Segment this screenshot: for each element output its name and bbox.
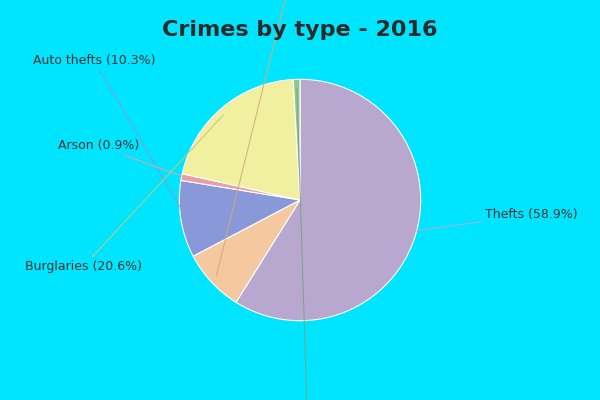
Wedge shape <box>193 200 300 302</box>
Wedge shape <box>293 79 300 200</box>
Text: Arson (0.9%): Arson (0.9%) <box>58 139 185 177</box>
Text: Assaults (8.4%): Assaults (8.4%) <box>217 0 341 275</box>
Wedge shape <box>181 174 300 200</box>
Text: Thefts (58.9%): Thefts (58.9%) <box>413 208 577 231</box>
Wedge shape <box>236 79 421 321</box>
Text: Auto thefts (10.3%): Auto thefts (10.3%) <box>32 54 185 216</box>
Text: Crimes by type - 2016: Crimes by type - 2016 <box>162 20 438 40</box>
Text: Burglaries (20.6%): Burglaries (20.6%) <box>25 114 224 273</box>
Text: Rapes (0.9%): Rapes (0.9%) <box>265 88 349 400</box>
Wedge shape <box>182 80 300 200</box>
Wedge shape <box>179 180 300 256</box>
